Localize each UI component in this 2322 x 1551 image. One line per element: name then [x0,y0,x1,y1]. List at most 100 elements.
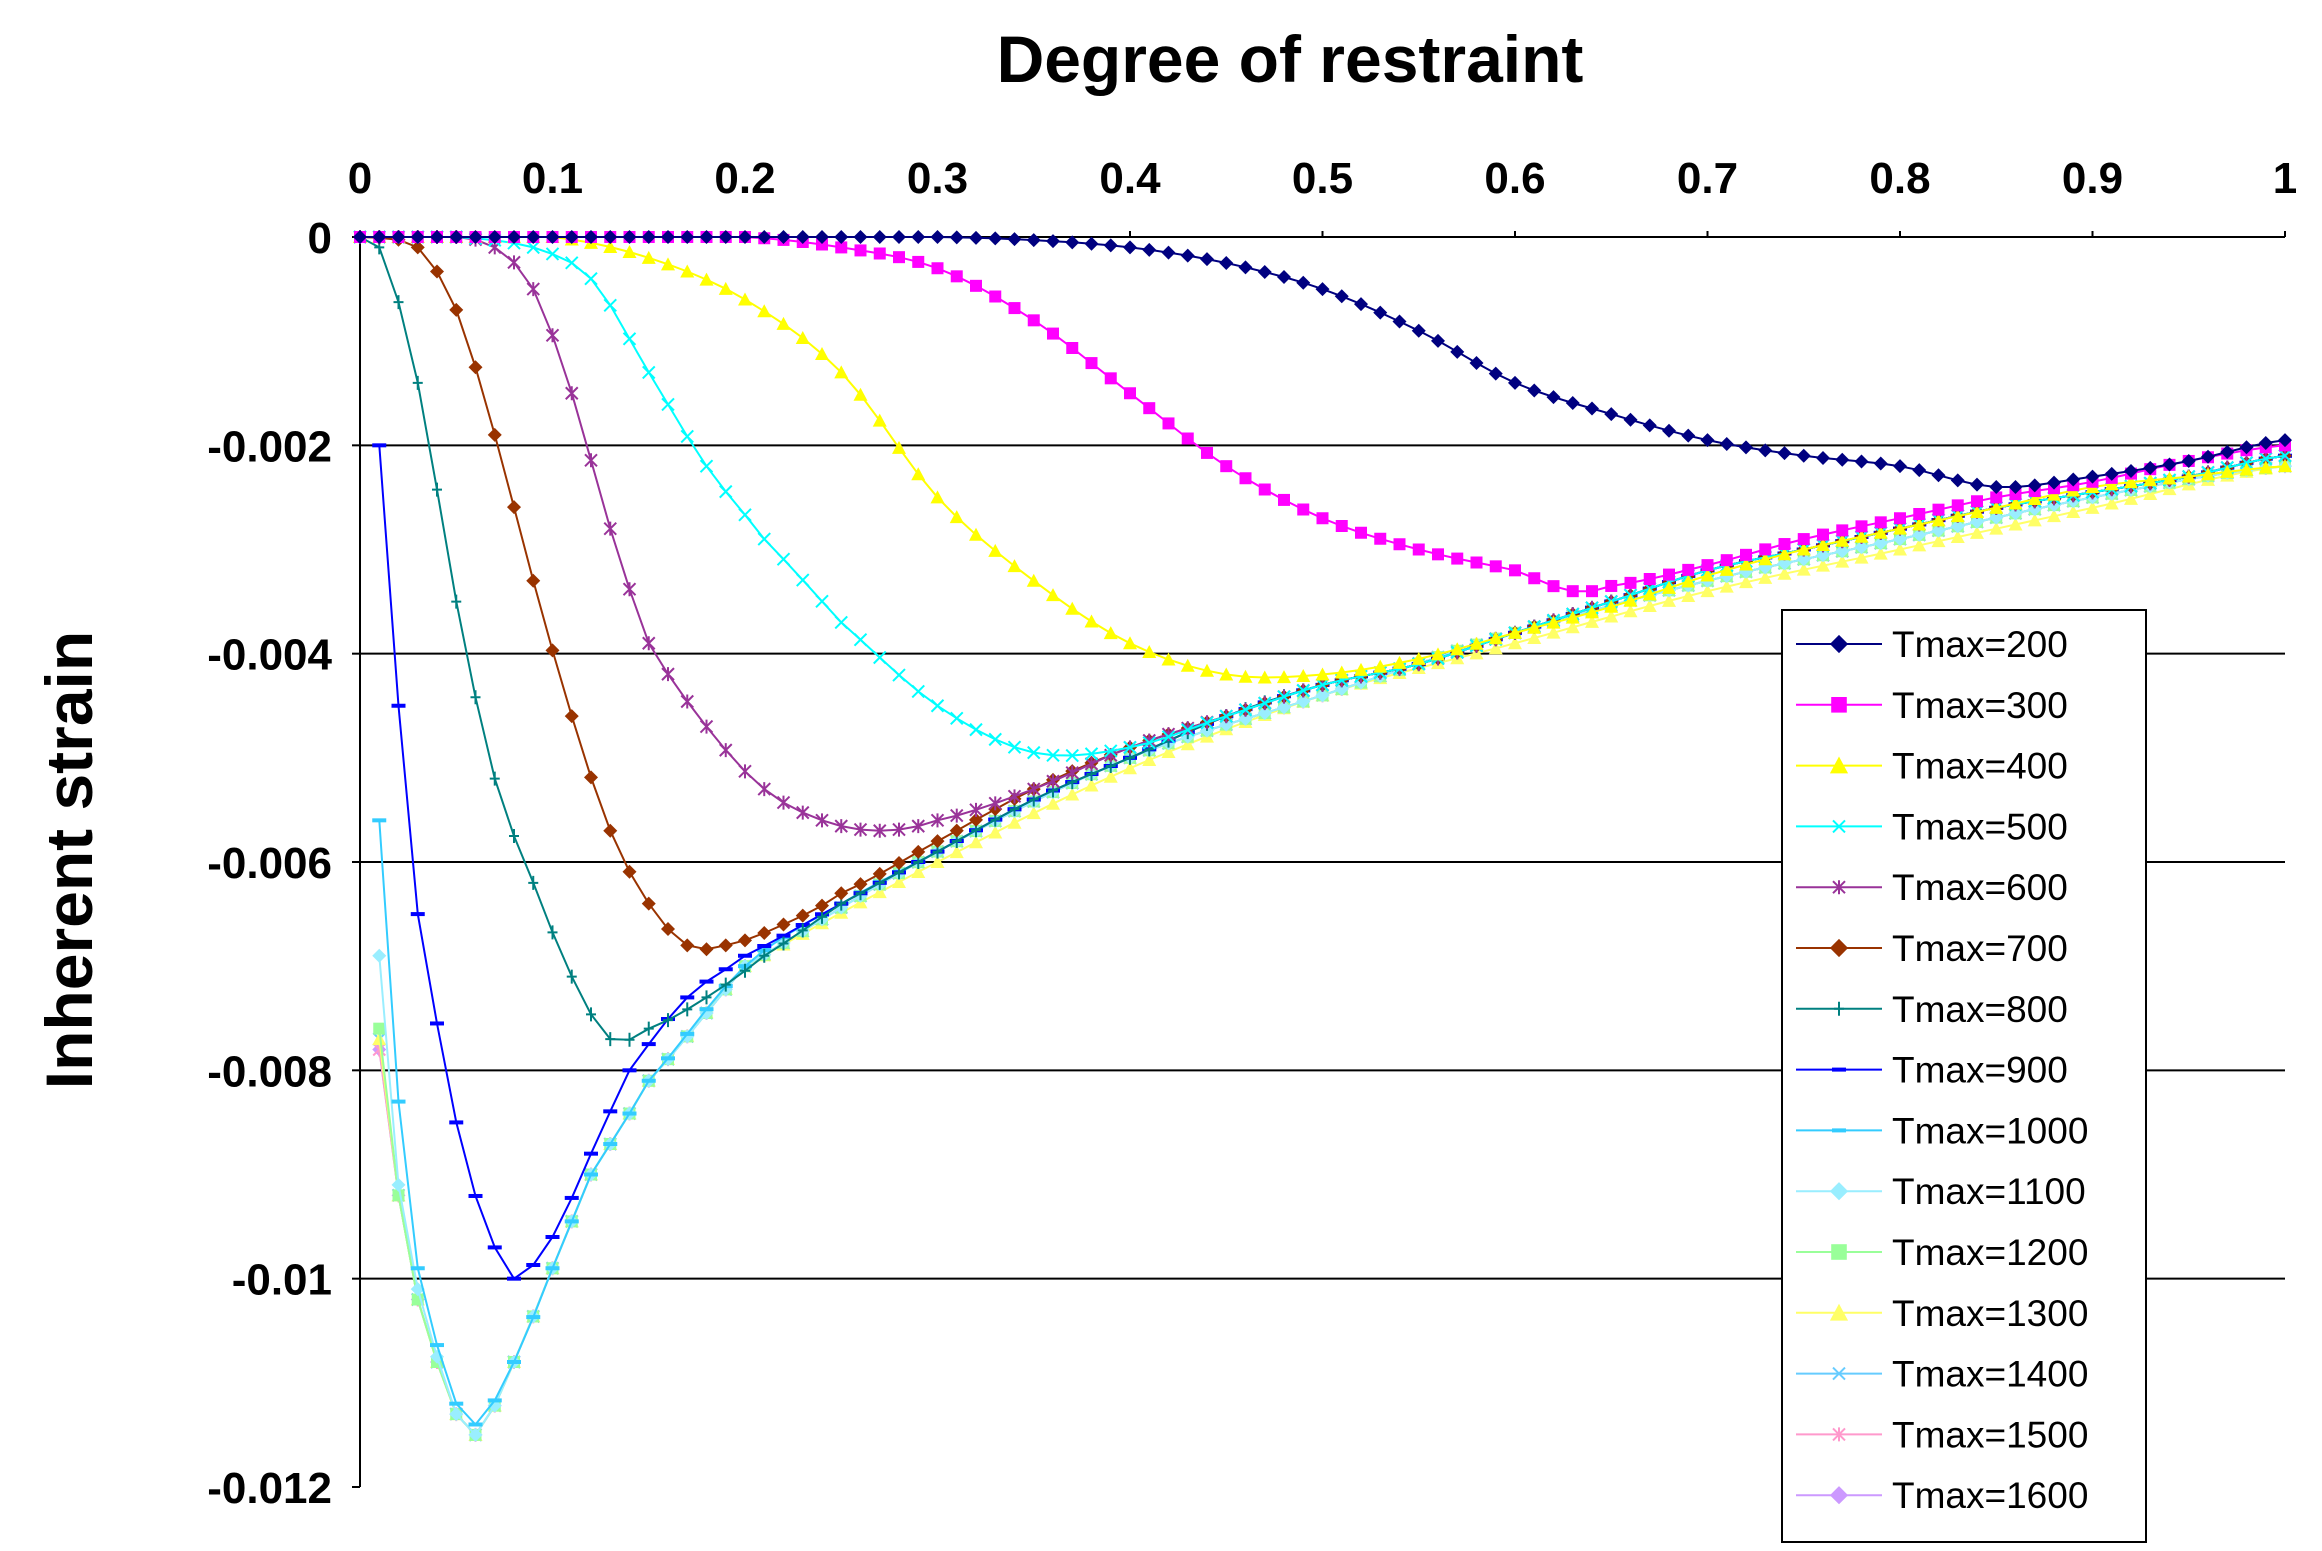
data-point [1238,260,1253,275]
data-point [1103,238,1118,253]
data-point [930,230,945,244]
data-point [1527,630,1542,644]
data-point [1007,815,1022,829]
data-point [1046,588,1060,602]
data-point [1527,383,1542,398]
legend-entry: Tmax=800 [1796,989,2068,1030]
data-point [1873,456,1888,471]
data-point [1816,538,1830,551]
data-point [603,823,618,838]
data-point [1123,740,1137,755]
data-point [834,819,848,834]
data-point [1123,761,1137,775]
data-point [1739,557,1753,571]
data-point [410,912,425,917]
data-point [451,594,462,609]
data-point [815,898,829,913]
data-point [757,304,772,318]
legend-label: Tmax=800 [1892,989,2068,1030]
data-point [584,1151,598,1156]
data-point [1758,552,1773,566]
data-point [603,1142,618,1147]
data-point [1566,585,1579,598]
data-point [1777,446,1792,461]
data-point [430,230,444,244]
data-point [2047,509,2061,523]
data-point [391,703,406,708]
legend-entry: Tmax=600 [1796,867,2068,908]
data-point [1277,670,1291,684]
data-point [1238,703,1253,717]
data-point [1026,573,1041,587]
x-tick-label: 0.1 [522,154,583,203]
data-point [507,1276,521,1281]
data-point [1296,694,1311,709]
data-point [2239,462,2254,476]
data-point [1642,418,1657,433]
data-point [969,230,983,245]
data-point [1046,748,1060,763]
legend-marker [1832,819,1846,834]
data-point [2124,475,2138,489]
data-point [622,230,637,244]
data-point [2278,433,2292,448]
data-point [1257,706,1272,721]
data-point [1893,542,1907,556]
data-point [468,360,483,375]
data-point [950,808,964,823]
data-point [2239,440,2254,455]
data-point [1411,323,1426,338]
data-point [1046,796,1060,810]
legend-entry: Tmax=900 [1796,1050,2068,1091]
data-point [718,281,733,295]
data-point [622,1068,637,1073]
data-point [1816,548,1830,563]
data-point [1931,468,1946,483]
data-point [2047,475,2061,490]
data-point [949,510,964,524]
legend-marker [1829,756,1849,774]
data-point [509,828,519,843]
data-point [893,251,905,264]
y-tick-label: -0.008 [207,1047,332,1096]
data-point [1701,559,1714,572]
data-point [1759,543,1772,556]
data-point [738,230,752,244]
legend-marker [1829,1303,1849,1321]
data-point [1662,593,1676,607]
data-point [1950,509,1965,523]
data-point [1103,626,1118,640]
data-point [892,875,906,888]
data-point [680,230,695,244]
data-point [795,230,810,244]
data-point [1835,452,1850,467]
data-point [1161,730,1176,744]
data-point [468,1422,483,1427]
data-point [507,255,521,270]
data-point [1777,566,1792,580]
data-point [1663,568,1675,581]
tick-labels: 0 0.1 0.2 0.3 0.4 0.5 0.6 0.7 0.8 0.9 1 0 -0.002 -0.0… [207,154,2297,1513]
data-point [1719,579,1734,593]
data-point [1257,670,1272,684]
legend-marker [1831,697,1847,713]
data-point [1854,540,1869,555]
data-point [372,818,387,823]
data-point [1334,665,1349,679]
data-point [1181,723,1195,737]
data-point [1797,533,1810,546]
legend-label: Tmax=1100 [1892,1171,2086,1212]
data-point [778,936,789,951]
data-point [834,615,848,630]
data-point [545,1235,560,1239]
data-point [720,977,731,992]
data-point [834,230,849,244]
data-point [950,711,964,725]
data-point [1258,483,1271,496]
data-point [412,375,423,390]
data-point [1835,554,1850,568]
data-point [1739,575,1753,589]
data-point [1354,662,1368,676]
legend-entry: Tmax=1500 [1796,1414,2088,1455]
data-point [2143,460,2158,475]
